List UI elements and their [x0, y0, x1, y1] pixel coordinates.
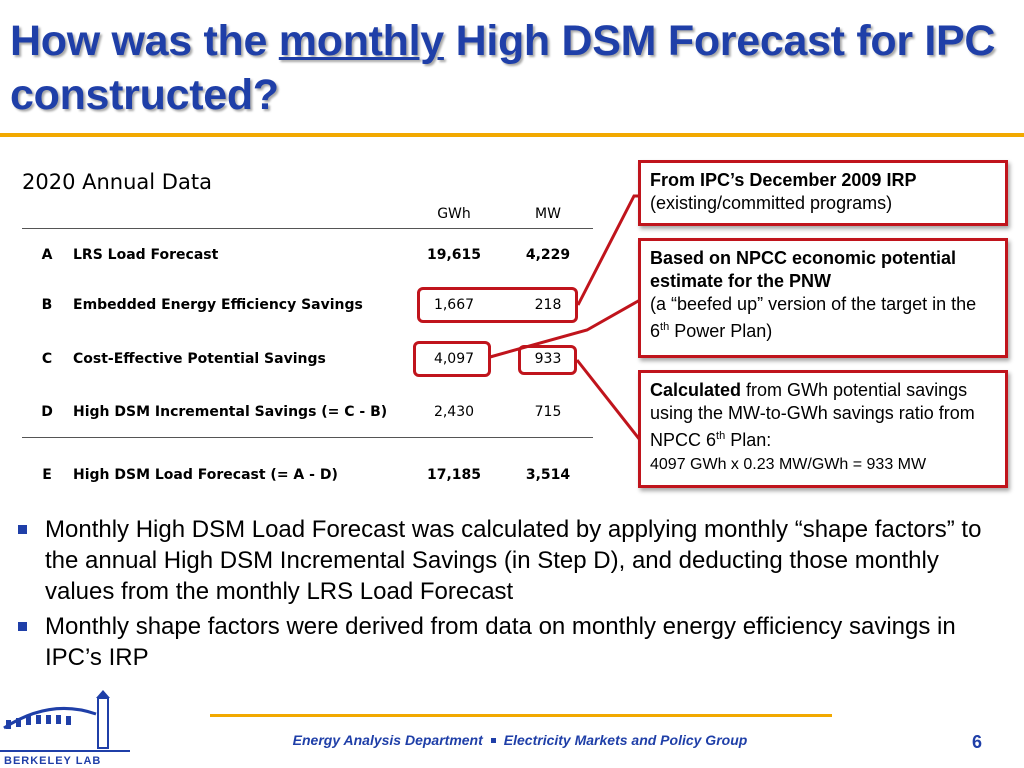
row-label: High DSM Load Forecast (= A - D) — [73, 467, 338, 483]
highlight-mw-c — [518, 345, 577, 375]
table-row-a: A LRS Load Forecast 19,615 4,229 — [0, 247, 600, 271]
bullet-text: Monthly High DSM Load Forecast was calcu… — [45, 516, 982, 605]
column-header-gwh: GWh — [437, 206, 471, 222]
table-row-d: D High DSM Incremental Savings (= C - B)… — [0, 404, 600, 428]
footer: Energy Analysis Department Electricity Ma… — [230, 732, 810, 748]
row-gwh: 19,615 — [426, 247, 482, 263]
callout-calc: Calculated from GWh potential savings us… — [638, 370, 1008, 488]
callout-npcc-heading: Based on NPCC economic potential estimat… — [650, 248, 957, 291]
row-gwh: 2,430 — [433, 404, 475, 420]
berkeley-lab-logo: BERKELEY LAB — [0, 690, 130, 767]
logo-text: BERKELEY LAB — [4, 755, 101, 767]
table-row-e: E High DSM Load Forecast (= A - D) 17,18… — [0, 467, 600, 491]
footer-group: Electricity Markets and Policy Group — [503, 732, 748, 748]
callout-calc-heading: Calculated — [650, 380, 742, 400]
bullet-item: Monthly High DSM Load Forecast was calcu… — [18, 514, 1008, 607]
title-part-2: High DSM Forecast for IPC constructed? — [10, 17, 996, 119]
highlight-row-b — [417, 287, 578, 323]
row-gwh: 1,667 — [433, 297, 475, 313]
row-label: High DSM Incremental Savings (= C - B) — [73, 404, 388, 420]
row-mw: 715 — [534, 404, 562, 420]
highlight-gwh-c — [413, 341, 491, 377]
row-letter: B — [41, 297, 53, 313]
table-rule-top — [22, 228, 593, 229]
row-label: Embedded Energy Efficiency Savings — [73, 297, 363, 313]
row-label: Cost-Effective Potential Savings — [73, 351, 326, 367]
row-letter: D — [41, 404, 53, 420]
title-divider — [0, 133, 1024, 137]
slide-title: How was the monthly High DSM Forecast fo… — [10, 14, 1010, 122]
column-header-mw: MW — [535, 206, 561, 222]
callout-npcc-text-end: Power Plan) — [669, 321, 773, 341]
callout-calc-sup: th — [716, 430, 726, 442]
callout-irp: From IPC’s December 2009 IRP (existing/c… — [638, 160, 1008, 226]
title-emphasis: monthly — [278, 17, 444, 65]
bullet-square-icon — [18, 525, 27, 534]
footer-separator-icon — [490, 737, 496, 743]
table-rule-bottom — [22, 437, 593, 438]
callout-calc-text-end: Plan: — [725, 430, 772, 450]
callout-npcc-text: (a “beefed up” version of the target in … — [650, 294, 977, 341]
row-letter: C — [41, 351, 53, 367]
callout-calc-text: from GWh potential savings using the MW-… — [650, 380, 975, 450]
footer-department: Energy Analysis Department — [292, 732, 483, 748]
callout-npcc-sup: th — [660, 321, 670, 333]
table-title: 2020 Annual Data — [22, 170, 212, 194]
bullet-item: Monthly shape factors were derived from … — [18, 611, 1008, 673]
table-row-c: C Cost-Effective Potential Savings 4,097… — [0, 351, 600, 375]
row-letter: E — [42, 467, 52, 483]
row-gwh: 4,097 — [433, 351, 475, 367]
footer-divider — [210, 714, 832, 717]
bullet-square-icon — [18, 622, 27, 631]
callout-irp-heading: From IPC’s December 2009 IRP — [650, 170, 917, 190]
row-label: LRS Load Forecast — [73, 247, 219, 263]
bullet-list: Monthly High DSM Load Forecast was calcu… — [18, 514, 1008, 677]
bullet-text: Monthly shape factors were derived from … — [45, 613, 956, 671]
page-number: 6 — [972, 732, 983, 752]
row-mw: 3,514 — [525, 467, 571, 483]
row-gwh: 17,185 — [426, 467, 482, 483]
title-part-1: How was the — [10, 17, 279, 65]
callout-irp-text: (existing/committed programs) — [650, 193, 893, 213]
callout-calc-formula: 4097 GWh x 0.23 MW/GWh = 933 MW — [650, 456, 927, 473]
callout-npcc: Based on NPCC economic potential estimat… — [638, 238, 1008, 358]
row-mw: 4,229 — [525, 247, 571, 263]
row-letter: A — [41, 247, 53, 263]
